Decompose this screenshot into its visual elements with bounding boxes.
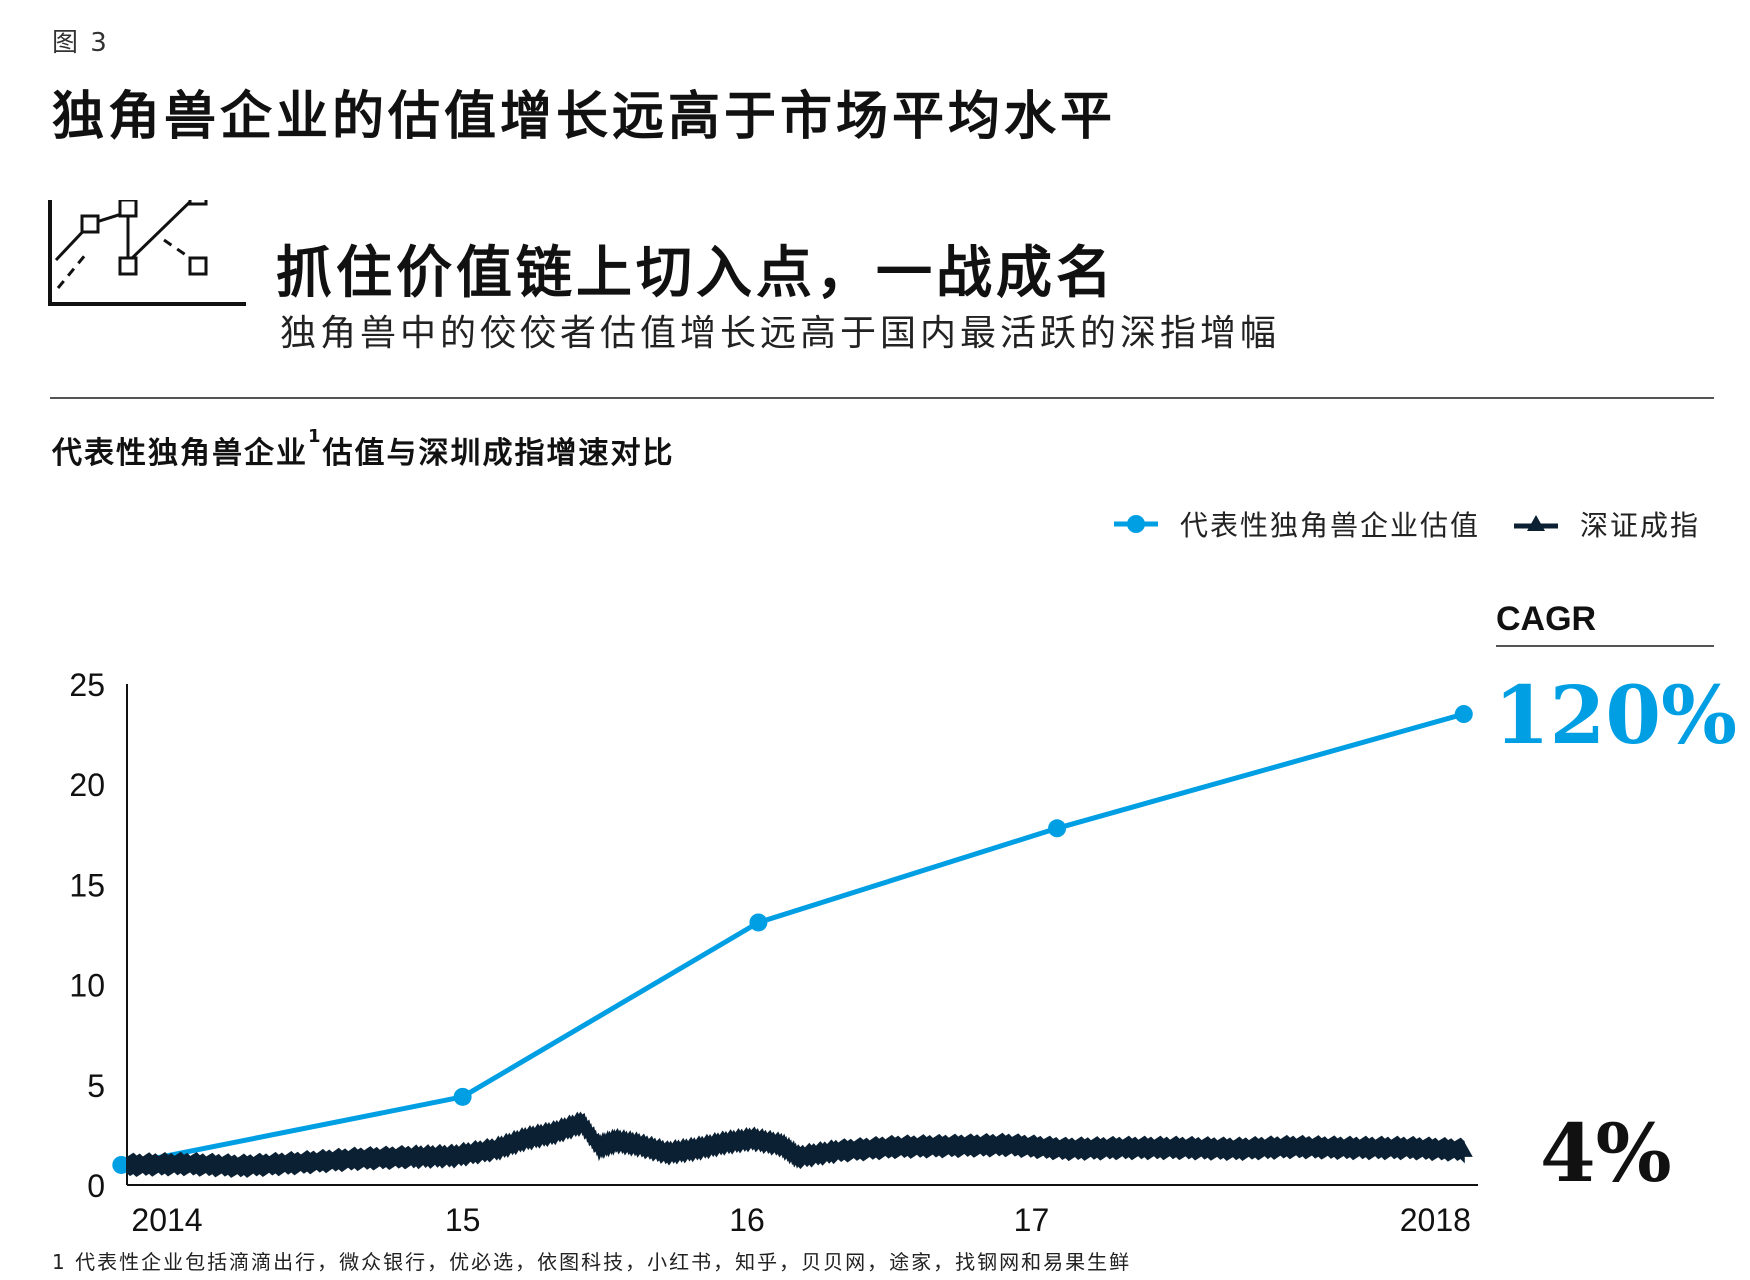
legend-item-index: 深证成指: [1513, 504, 1700, 544]
cagr-heading: CAGR: [1496, 600, 1714, 647]
y-tick-label: 25: [69, 667, 105, 703]
y-tick-label: 5: [87, 1068, 105, 1104]
x-tick-label: 2014: [131, 1202, 202, 1238]
data-point-index: [1454, 1140, 1473, 1157]
series-line-unicorn: [120, 711, 1465, 1168]
chart-title: 代表性独角兽企业1估值与深圳成指增速对比: [52, 426, 675, 472]
triangle-marker-icon: [1513, 515, 1558, 531]
legend-label-unicorn: 代表性独角兽企业估值: [1179, 509, 1480, 542]
divider: [50, 397, 1714, 399]
circle-marker-icon: [1113, 515, 1158, 533]
x-tick-label: 15: [445, 1202, 481, 1238]
y-tick-label: 10: [69, 968, 105, 1004]
chart-title-rest: 估值与深圳成指增速对比: [322, 436, 675, 471]
chart-title-main: 代表性独角兽企业: [52, 436, 308, 471]
chart-title-footnote-mark: 1: [308, 426, 323, 447]
chart-axes: [126, 684, 1478, 1186]
x-tick-label: 16: [729, 1202, 765, 1238]
chart-series: [112, 705, 1473, 1178]
section-subtitle: 抓住价值链上切入点，一战成名: [276, 241, 1116, 306]
x-tick-label: 17: [1014, 1202, 1050, 1238]
series-band-index: [126, 1111, 1465, 1178]
y-tick-label: 20: [69, 767, 105, 803]
footnote: 1 代表性企业包括滴滴出行，微众银行，优必选，依图科技，小红书，知乎，贝贝网，途…: [52, 1250, 1132, 1274]
x-tick-label: 2018: [1400, 1202, 1471, 1238]
data-point-unicorn: [453, 1087, 472, 1106]
data-point-unicorn: [1048, 819, 1067, 838]
data-point-unicorn: [1454, 705, 1473, 724]
data-point-unicorn: [112, 1155, 131, 1174]
trend-chart-icon: [48, 200, 246, 306]
page-title: 独角兽企业的估值增长远高于市场平均水平: [52, 87, 1117, 147]
cagr-index-value: 4%: [1540, 1106, 1672, 1200]
y-tick-label: 15: [69, 867, 105, 903]
legend-label-index: 深证成指: [1579, 509, 1700, 542]
chart-ticks: 0 5 10 15 20 25 2014 15 16 17 2018: [69, 667, 1471, 1238]
cagr-unicorn-value: 120%: [1494, 668, 1738, 762]
section-subtext: 独角兽中的佼佼者估值增长远高于国内最活跃的深指增幅: [280, 313, 1281, 354]
figure-label: 图 3: [52, 28, 109, 58]
legend-item-unicorn: 代表性独角兽企业估值: [1113, 504, 1480, 544]
data-point-unicorn: [749, 913, 768, 932]
y-tick-label: 0: [87, 1168, 105, 1204]
chart-legend: 代表性独角兽企业估值 深证成指: [1080, 504, 1700, 544]
